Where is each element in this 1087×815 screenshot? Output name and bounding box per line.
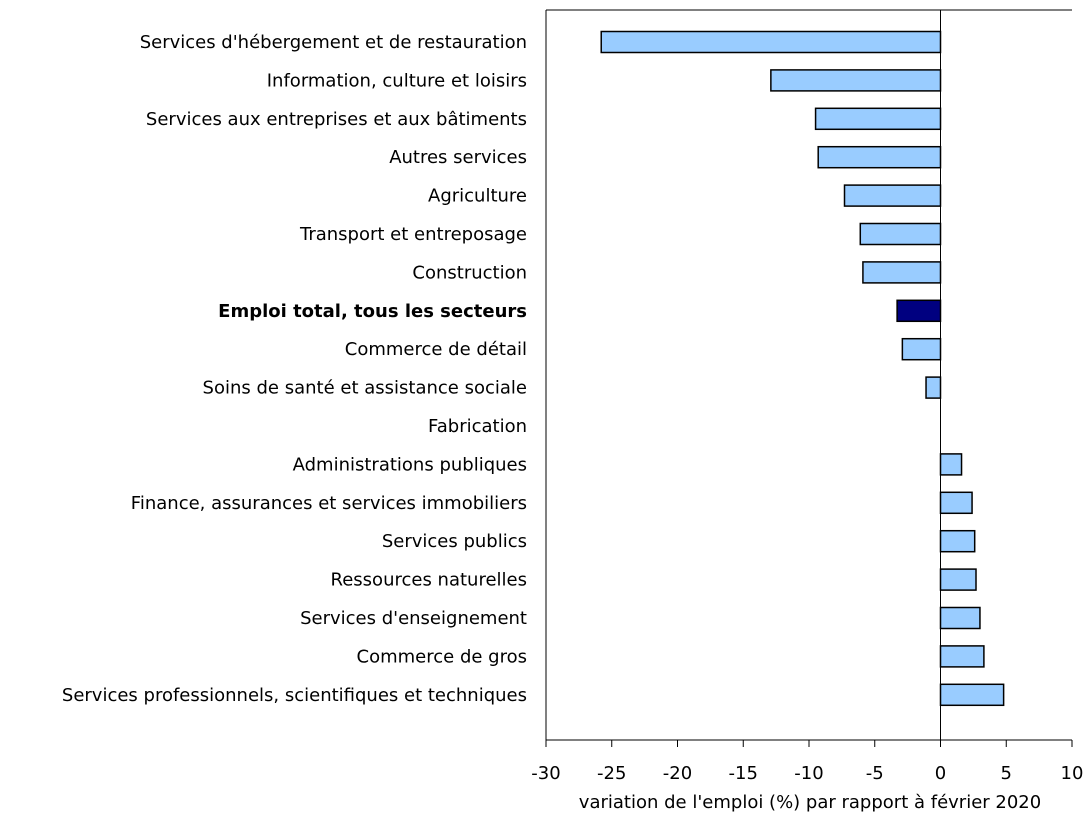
- category-label: Autres services: [389, 147, 527, 168]
- x-tick-label: -25: [597, 763, 626, 784]
- bar: [901, 337, 942, 361]
- bar: [896, 299, 942, 323]
- bar: [843, 184, 942, 207]
- category-label: Fabrication: [428, 416, 527, 437]
- category-label: Transport et entreposage: [299, 224, 527, 245]
- category-label: Services publics: [382, 531, 527, 552]
- bar: [770, 69, 942, 92]
- category-label: Services d'hébergement et de restauratio…: [140, 32, 527, 53]
- bar: [939, 529, 976, 553]
- bar: [939, 453, 963, 476]
- bar: [939, 683, 1005, 707]
- category-label: Services d'enseignement: [300, 608, 527, 629]
- category-label: Administrations publiques: [293, 454, 527, 475]
- category-label: Agriculture: [428, 186, 527, 207]
- category-labels: Services d'hébergement et de restauratio…: [62, 32, 527, 706]
- bar: [939, 568, 977, 591]
- bar: [925, 376, 942, 399]
- x-tick-label: -30: [531, 763, 560, 784]
- x-tick-label: -20: [663, 763, 692, 784]
- category-label: Information, culture et loisirs: [267, 70, 527, 91]
- bar: [862, 261, 942, 284]
- bar: [939, 491, 973, 515]
- x-tick-label: -10: [794, 763, 823, 784]
- category-label: Ressources naturelles: [331, 570, 527, 591]
- bar: [859, 222, 942, 246]
- category-label: Services professionnels, scientifiques e…: [62, 685, 527, 706]
- x-axis: -30 -25 -20 -15 -10 -5 0 5 10: [531, 9, 1084, 784]
- bar: [814, 107, 942, 131]
- bar: [939, 645, 985, 668]
- x-tick-label: 5: [1001, 763, 1012, 784]
- bar: [939, 606, 981, 630]
- bar: [600, 30, 942, 54]
- x-axis-title: variation de l'emploi (%) par rapport à …: [579, 792, 1041, 813]
- x-tick-label: 0: [935, 763, 946, 784]
- category-label: Finance, assurances et services immobili…: [131, 493, 527, 514]
- category-label: Commerce de détail: [345, 339, 527, 360]
- category-label: Services aux entreprises et aux bâtiment…: [146, 109, 527, 130]
- bar: [817, 145, 942, 169]
- x-tick-label: -15: [729, 763, 758, 784]
- category-label: Soins de santé et assistance sociale: [203, 378, 527, 399]
- category-label: Emploi total, tous les secteurs: [218, 301, 527, 322]
- bars-layer: [600, 30, 1005, 707]
- category-label: Construction: [412, 262, 527, 283]
- category-label: Commerce de gros: [357, 646, 527, 667]
- x-tick-label: -5: [866, 763, 884, 784]
- x-tick-label: 10: [1061, 763, 1084, 784]
